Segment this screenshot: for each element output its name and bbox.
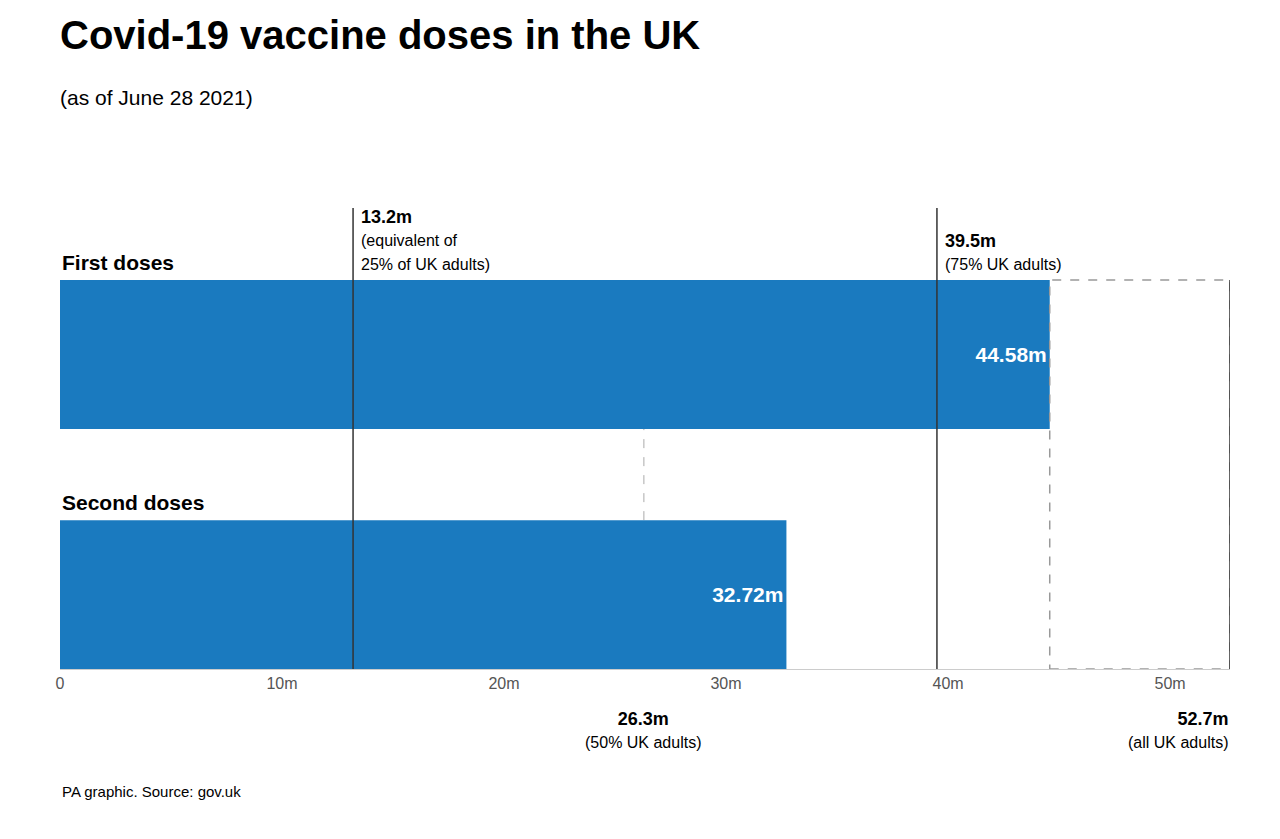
svg-text:PA graphic. Source: gov.uk: PA graphic. Source: gov.uk bbox=[62, 783, 241, 800]
svg-text:First doses: First doses bbox=[62, 251, 174, 274]
svg-text:50m: 50m bbox=[1154, 675, 1185, 692]
svg-text:44.58m: 44.58m bbox=[975, 343, 1046, 366]
svg-text:32.72m: 32.72m bbox=[712, 583, 783, 606]
svg-text:30m: 30m bbox=[710, 675, 741, 692]
svg-text:10m: 10m bbox=[266, 675, 297, 692]
svg-text:Second doses: Second doses bbox=[62, 491, 204, 514]
svg-text:40m: 40m bbox=[932, 675, 963, 692]
svg-text:39.5m(75% UK adults): 39.5m(75% UK adults) bbox=[945, 231, 1062, 273]
svg-text:Covid-19 vaccine doses in the: Covid-19 vaccine doses in the UK bbox=[60, 13, 700, 57]
svg-text:52.7m(all UK adults): 52.7m(all UK adults) bbox=[1128, 709, 1228, 751]
svg-text:26.3m(50% UK adults): 26.3m(50% UK adults) bbox=[585, 709, 702, 751]
svg-text:13.2m(equivalent of25% of UK a: 13.2m(equivalent of25% of UK adults) bbox=[361, 207, 490, 273]
svg-text:(as of June 28 2021): (as of June 28 2021) bbox=[60, 86, 253, 109]
svg-text:20m: 20m bbox=[488, 675, 519, 692]
svg-text:0: 0 bbox=[56, 675, 65, 692]
